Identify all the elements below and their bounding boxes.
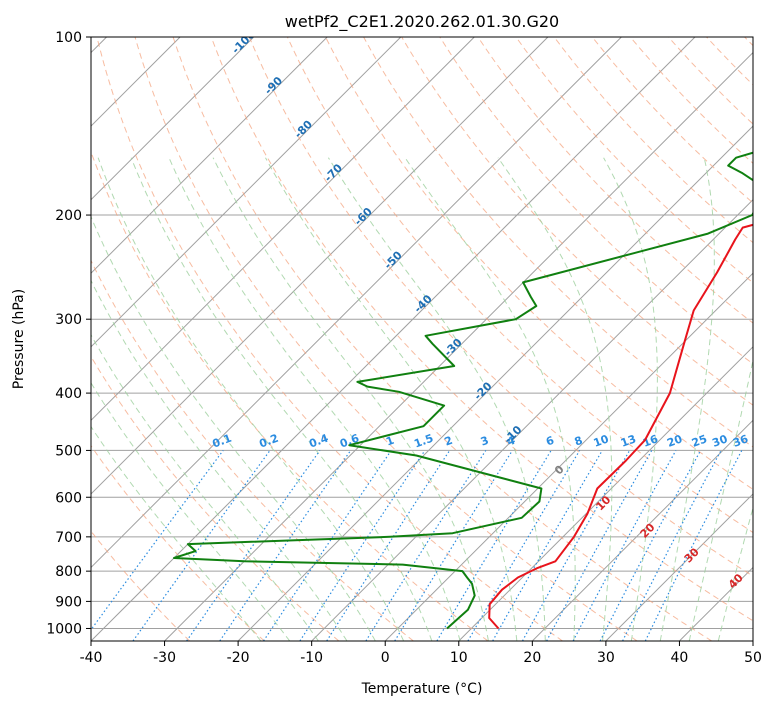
mixing-ratio-label: 8: [573, 434, 585, 449]
isotherm: [91, 37, 402, 348]
y-tick-label: 200: [55, 208, 82, 224]
mixing-ratio-line: [186, 450, 321, 641]
isotherm: [531, 419, 753, 641]
mixing-ratio-label: 0.2: [257, 432, 280, 451]
moist-adiabat: [91, 215, 376, 641]
dry-adiabat: [515, 37, 753, 284]
mixing-ratio-label: 1: [384, 434, 396, 449]
mixing-ratio-label: 13: [619, 432, 638, 449]
x-tick-label: -10: [300, 650, 323, 666]
dry-adiabat: [91, 444, 265, 641]
y-tick-label: 400: [55, 386, 82, 402]
mixing-ratio-label: 10: [592, 432, 611, 450]
moist-adiabat: [603, 157, 658, 641]
moist-adiabat: [91, 381, 291, 641]
y-axis-label: Pressure (hPa): [11, 289, 27, 389]
mixing-ratio-line: [91, 450, 224, 631]
x-tick-label: 50: [744, 650, 762, 666]
isotherm: [91, 37, 255, 201]
mixing-ratio-label: 0.1: [211, 432, 234, 451]
x-tick-label: 0: [381, 650, 390, 666]
mixing-ratio-line: [546, 450, 653, 641]
isotherm: [237, 125, 753, 641]
moist-adiabat: [212, 157, 489, 641]
dry-adiabat: [91, 355, 340, 641]
dry-adiabat: [286, 37, 753, 534]
mixing-ratio-line: [262, 450, 392, 641]
plot-frame: [90, 36, 754, 642]
mixing-ratio-label: 1.5: [412, 432, 435, 451]
mixing-ratio-label: 2: [443, 434, 455, 449]
mixing-ratio-label: 30: [710, 432, 729, 450]
mixing-ratio-line: [521, 450, 631, 641]
moist-adiabat: [717, 506, 753, 641]
mixing-ratio-line: [219, 450, 352, 641]
y-tick-label: 800: [55, 564, 82, 580]
mixing-ratio-line: [132, 450, 271, 641]
dry-adiabat: [248, 37, 753, 577]
chart-title: wetPf2_C2E1.2020.262.01.30.G20: [285, 12, 559, 32]
x-tick-label: -20: [227, 650, 250, 666]
x-tick-label: -30: [153, 650, 176, 666]
mixing-ratio-line: [572, 450, 677, 641]
y-tick-label: 100: [55, 30, 82, 46]
dewpoint-profile: [173, 151, 753, 630]
moist-adiabat: [688, 358, 753, 641]
dry-adiabat: [172, 37, 713, 641]
moist-adiabat: [97, 157, 405, 641]
isotherm: [91, 37, 622, 569]
dry-adiabat: [210, 37, 753, 622]
dry-adiabat: [96, 37, 563, 641]
y-tick-label: 300: [55, 312, 82, 328]
isotherm: [91, 37, 475, 422]
x-tick-label: 40: [671, 650, 689, 666]
moist-adiabat: [91, 333, 319, 641]
isotherm: [91, 37, 549, 495]
y-tick-label: 1000: [46, 621, 82, 637]
isotherm: [91, 37, 328, 274]
moist-adiabat: [659, 157, 715, 641]
dry-adiabat: [325, 37, 753, 490]
mixing-ratio-label: 0.4: [307, 432, 330, 451]
mixing-ratio-line: [394, 450, 513, 641]
x-tick-label: -40: [80, 650, 103, 666]
mixing-ratio-label: 6: [544, 434, 556, 449]
y-tick-label: 600: [55, 490, 82, 506]
moist-adiabat: [91, 425, 262, 641]
x-axis-label: Temperature (°C): [361, 681, 483, 697]
isotherm: [458, 346, 753, 641]
x-tick-label: 10: [450, 650, 468, 666]
isotherm: [91, 37, 696, 641]
moist-adiabat: [497, 157, 613, 641]
x-tick-label: 30: [597, 650, 615, 666]
mixing-ratio-label: 36: [731, 432, 750, 450]
mixing-ratio-label: 4: [505, 434, 517, 449]
mixing-ratio-label: 20: [665, 432, 684, 450]
isotherm: [605, 493, 753, 641]
moist-adiabat: [91, 279, 348, 641]
dry-adiabat: [91, 259, 414, 641]
y-tick-label: 500: [55, 443, 82, 459]
moist-adiabat: [168, 157, 461, 641]
mixing-ratio-label: 25: [690, 432, 709, 449]
moist-adiabat: [130, 157, 433, 641]
plot-area: 0.1 0.2 0.4 0.6 1 1.5 2 3 4 6 8 10 13 16 20 25 30 36-100-…: [91, 37, 753, 641]
mixing-ratio-label: 3: [479, 434, 491, 449]
moist-adiabat: [265, 157, 518, 641]
isotherm: [384, 272, 753, 641]
temperature-profile: [488, 223, 753, 630]
moist-adiabat: [327, 157, 546, 641]
moist-adiabat: [404, 157, 576, 641]
axis-ticks: -40 -30 -20 -10 0 10 20 30 40 5010020030040050060…: [46, 30, 762, 666]
mixing-ratio-line: [644, 450, 743, 641]
y-tick-label: 900: [55, 594, 82, 610]
mixing-ratio-line: [326, 450, 451, 641]
x-tick-label: 20: [523, 650, 541, 666]
y-tick-label: 700: [55, 530, 82, 546]
